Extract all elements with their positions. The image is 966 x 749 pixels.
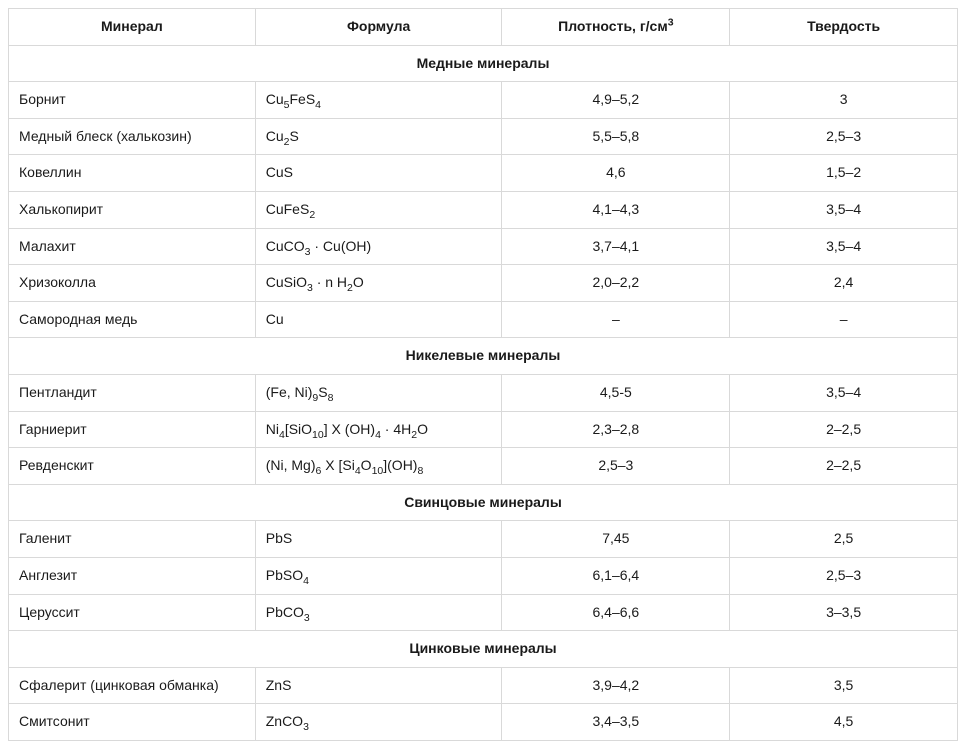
cell-hardness: 2,4 <box>730 265 958 302</box>
cell-formula: CuSiO3 · n H2O <box>255 265 502 302</box>
cell-mineral: Медный блеск (халькозин) <box>9 118 256 155</box>
cell-mineral: Англезит <box>9 557 256 594</box>
table-row: ХалькопиритCuFeS24,1–4,33,5–4 <box>9 191 958 228</box>
cell-mineral: Ковеллин <box>9 155 256 192</box>
cell-mineral: Халькопирит <box>9 191 256 228</box>
cell-hardness: 3,5–4 <box>730 228 958 265</box>
cell-density: 4,1–4,3 <box>502 191 730 228</box>
cell-hardness: 2,5–3 <box>730 557 958 594</box>
cell-formula: Ni4[SiO10] X (OH)4 · 4H2O <box>255 411 502 448</box>
section-header: Цинковые минералы <box>9 631 958 668</box>
table-row: СмитсонитZnCO33,4–3,54,5 <box>9 704 958 741</box>
cell-density: 2,5–3 <box>502 448 730 485</box>
table-row: БорнитCu5FeS44,9–5,23 <box>9 82 958 119</box>
table-row: Пентландит(Fe, Ni)9S84,5-53,5–4 <box>9 374 958 411</box>
cell-density: 4,6 <box>502 155 730 192</box>
table-row: МалахитCuCO3 · Cu(OH)3,7–4,13,5–4 <box>9 228 958 265</box>
cell-formula: PbSO4 <box>255 557 502 594</box>
cell-formula: PbCO3 <box>255 594 502 631</box>
cell-density: 7,45 <box>502 521 730 558</box>
cell-density: 3,9–4,2 <box>502 667 730 704</box>
cell-hardness: 2,5–3 <box>730 118 958 155</box>
cell-hardness: 1,5–2 <box>730 155 958 192</box>
cell-mineral: Борнит <box>9 82 256 119</box>
cell-hardness: 4,5 <box>730 704 958 741</box>
cell-mineral: Ревденскит <box>9 448 256 485</box>
col-mineral: Минерал <box>9 9 256 46</box>
minerals-table: Минерал Формула Плотность, г/см3 Твердос… <box>8 8 958 741</box>
cell-formula: Cu2S <box>255 118 502 155</box>
cell-hardness: 3 <box>730 82 958 119</box>
cell-hardness: 3–3,5 <box>730 594 958 631</box>
cell-formula: CuCO3 · Cu(OH) <box>255 228 502 265</box>
cell-mineral: Церуссит <box>9 594 256 631</box>
cell-mineral: Пентландит <box>9 374 256 411</box>
cell-density: 3,7–4,1 <box>502 228 730 265</box>
cell-formula: PbS <box>255 521 502 558</box>
cell-mineral: Галенит <box>9 521 256 558</box>
cell-density: – <box>502 301 730 338</box>
cell-mineral: Самородная медь <box>9 301 256 338</box>
cell-hardness: 3,5–4 <box>730 191 958 228</box>
cell-formula: (Fe, Ni)9S8 <box>255 374 502 411</box>
cell-hardness: 3,5–4 <box>730 374 958 411</box>
table-row: ГарниеритNi4[SiO10] X (OH)4 · 4H2O2,3–2,… <box>9 411 958 448</box>
cell-formula: CuFeS2 <box>255 191 502 228</box>
cell-mineral: Хризоколла <box>9 265 256 302</box>
table-row: АнглезитPbSO46,1–6,42,5–3 <box>9 557 958 594</box>
cell-formula: ZnCO3 <box>255 704 502 741</box>
table-row: ХризоколлаCuSiO3 · n H2O2,0–2,22,4 <box>9 265 958 302</box>
cell-mineral: Гарниерит <box>9 411 256 448</box>
cell-density: 2,3–2,8 <box>502 411 730 448</box>
table-row: Сфалерит (цинковая обманка)ZnS3,9–4,23,5 <box>9 667 958 704</box>
table-row: Самородная медьCu–– <box>9 301 958 338</box>
cell-formula: (Ni, Mg)6 X [Si4O10](OH)8 <box>255 448 502 485</box>
col-formula: Формула <box>255 9 502 46</box>
col-hardness: Твердость <box>730 9 958 46</box>
table-row: ЦерусситPbCO36,4–6,63–3,5 <box>9 594 958 631</box>
table-row: Медный блеск (халькозин)Cu2S5,5–5,82,5–3 <box>9 118 958 155</box>
cell-hardness: 2–2,5 <box>730 448 958 485</box>
cell-density: 6,1–6,4 <box>502 557 730 594</box>
cell-formula: CuS <box>255 155 502 192</box>
table-row: КовеллинCuS4,61,5–2 <box>9 155 958 192</box>
section-header: Свинцовые минералы <box>9 484 958 521</box>
cell-formula: Cu <box>255 301 502 338</box>
table-row: ГаленитPbS7,452,5 <box>9 521 958 558</box>
cell-hardness: 3,5 <box>730 667 958 704</box>
cell-mineral: Сфалерит (цинковая обманка) <box>9 667 256 704</box>
cell-mineral: Малахит <box>9 228 256 265</box>
table-row: Ревденскит(Ni, Mg)6 X [Si4O10](OH)82,5–3… <box>9 448 958 485</box>
table-body: Медные минералыБорнитCu5FeS44,9–5,23Медн… <box>9 45 958 740</box>
cell-mineral: Смитсонит <box>9 704 256 741</box>
section-header: Никелевые минералы <box>9 338 958 375</box>
cell-density: 5,5–5,8 <box>502 118 730 155</box>
cell-density: 3,4–3,5 <box>502 704 730 741</box>
cell-density: 2,0–2,2 <box>502 265 730 302</box>
table-header: Минерал Формула Плотность, г/см3 Твердос… <box>9 9 958 46</box>
cell-hardness: 2–2,5 <box>730 411 958 448</box>
cell-hardness: – <box>730 301 958 338</box>
col-density: Плотность, г/см3 <box>502 9 730 46</box>
cell-formula: ZnS <box>255 667 502 704</box>
cell-density: 6,4–6,6 <box>502 594 730 631</box>
cell-hardness: 2,5 <box>730 521 958 558</box>
cell-density: 4,9–5,2 <box>502 82 730 119</box>
cell-formula: Cu5FeS4 <box>255 82 502 119</box>
section-header: Медные минералы <box>9 45 958 82</box>
cell-density: 4,5-5 <box>502 374 730 411</box>
